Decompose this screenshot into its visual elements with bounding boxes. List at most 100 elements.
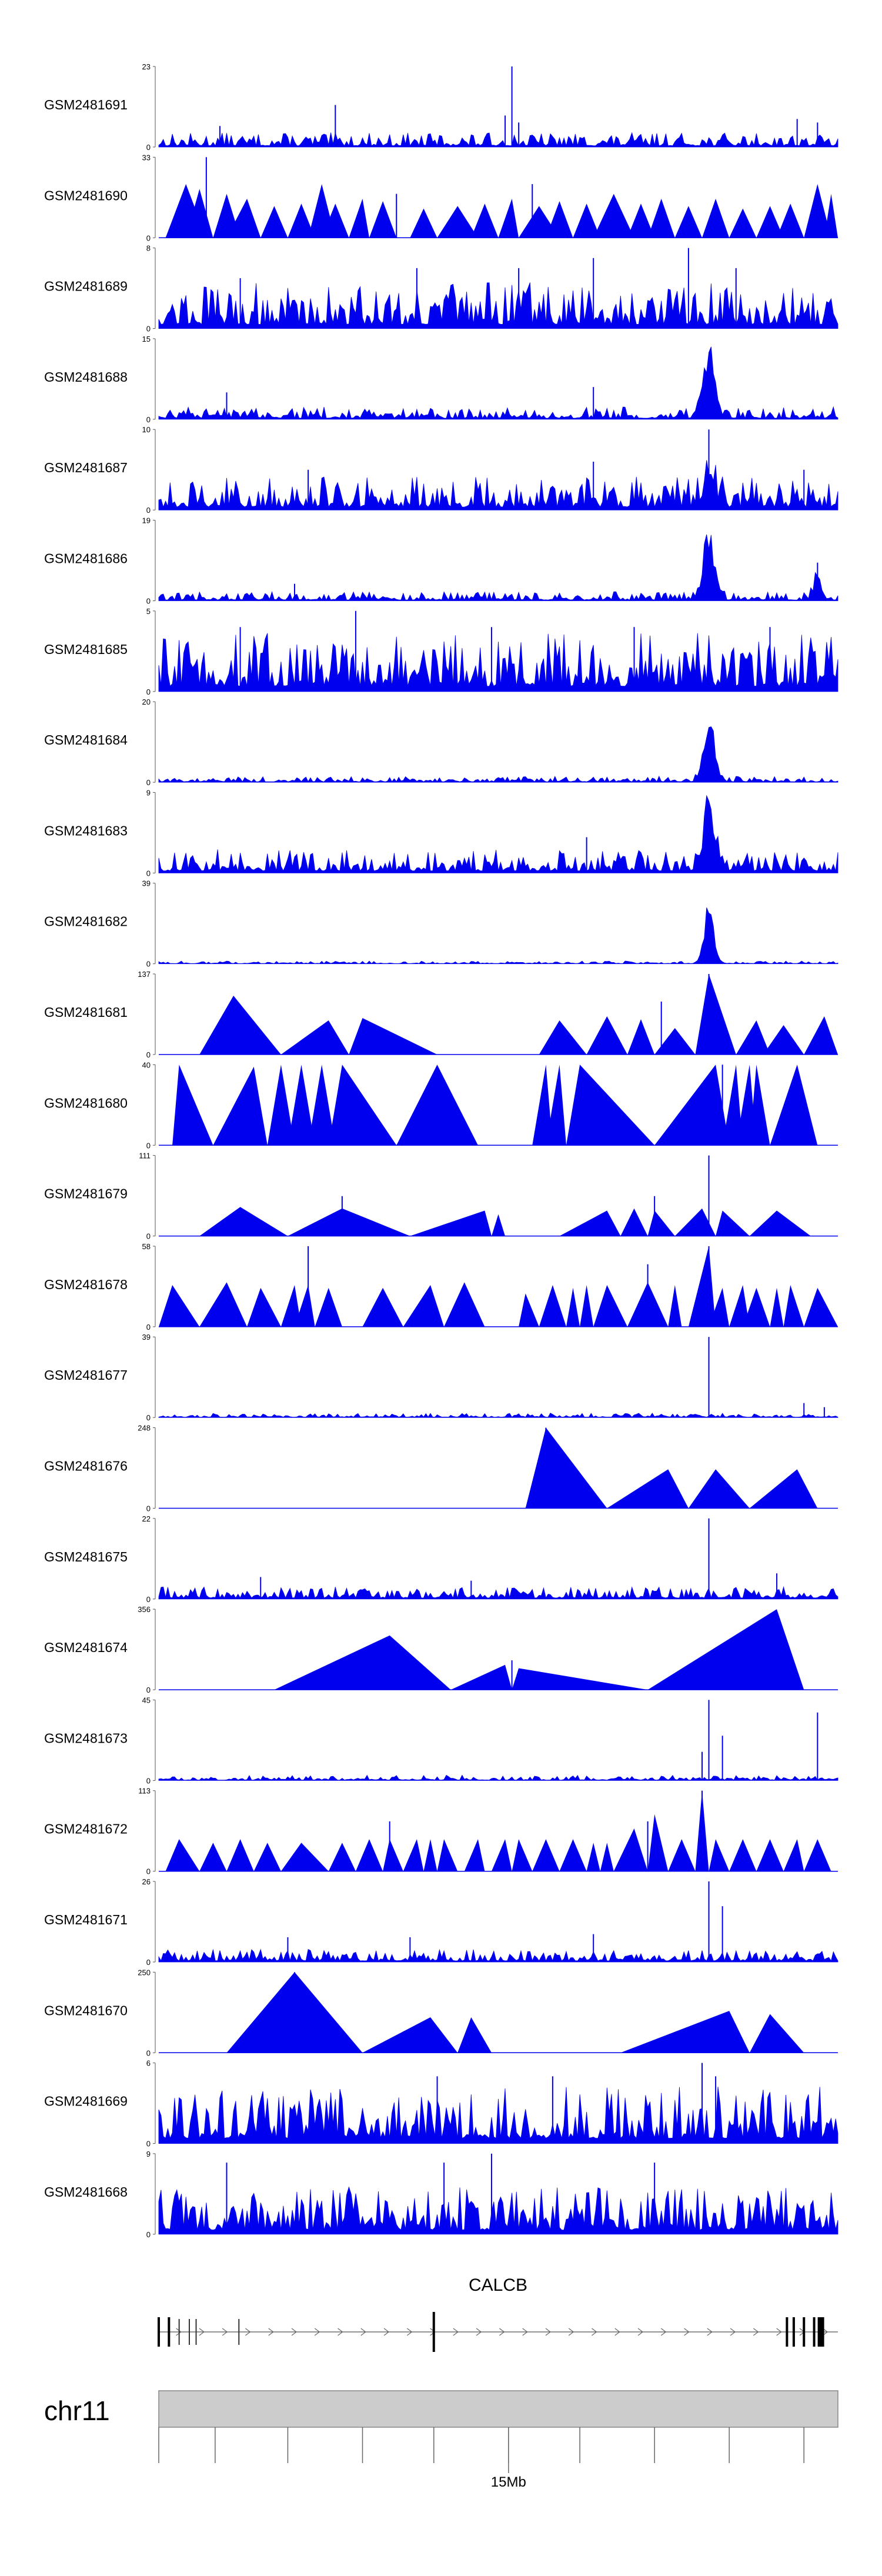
- strand-arrow: [383, 2328, 390, 2336]
- signal-peak: [722, 1065, 743, 1146]
- signal-peak: [226, 198, 261, 238]
- signal-peak: [613, 1828, 648, 1871]
- gene-exon: [786, 2317, 789, 2347]
- track-label: GSM2481681: [44, 1005, 128, 1020]
- y-zero-label: 0: [146, 1595, 151, 1604]
- strand-arrow: [568, 2328, 574, 2336]
- strand-arrow: [614, 2328, 620, 2336]
- track-label: GSM2481669: [44, 2094, 128, 2109]
- track-label: GSM2481670: [44, 2003, 128, 2018]
- track-gsm2481685: GSM2481685 5 0: [44, 607, 838, 696]
- signal-tracks: GSM2481691230GSM2481690330GSM248168980GS…: [44, 62, 838, 2239]
- track-gsm2481673: GSM2481673 45 0: [44, 1696, 838, 1785]
- track-label: GSM2481682: [44, 914, 128, 929]
- y-max-label: 40: [142, 1060, 151, 1069]
- y-max-label: 6: [146, 2059, 151, 2068]
- track-label: GSM2481668: [44, 2184, 128, 2200]
- signal-area: [158, 534, 838, 601]
- track-label: GSM2481680: [44, 1095, 128, 1110]
- strand-arrow: [753, 2328, 759, 2336]
- strand-arrow: [684, 2328, 690, 2336]
- signal-peak: [770, 1065, 818, 1146]
- signal-peak: [546, 201, 573, 238]
- y-zero-label: 0: [146, 233, 151, 242]
- signal-area: [158, 460, 838, 510]
- signal-peak: [729, 1285, 750, 1327]
- strand-arrow: [176, 2328, 182, 2336]
- gene-exon: [168, 2317, 171, 2347]
- signal-peak: [620, 2011, 750, 2053]
- signal-peak: [573, 203, 600, 238]
- signal-area: [158, 795, 838, 873]
- signal-peak: [736, 1020, 770, 1055]
- track-label: GSM2481671: [44, 1912, 128, 1927]
- track-gsm2481671: GSM2481671 26 0: [44, 1877, 838, 1967]
- signal-peak: [328, 1065, 397, 1146]
- signal-area: [158, 1774, 838, 1781]
- signal-peak: [492, 1839, 512, 1871]
- track-label: GSM2481679: [44, 1186, 128, 1202]
- signal-peak: [559, 1210, 621, 1236]
- y-zero-label: 0: [146, 1050, 151, 1059]
- signal-peak: [749, 2014, 804, 2053]
- gene-structure: [158, 2312, 838, 2352]
- signal-peak: [539, 1020, 587, 1055]
- signal-peak: [369, 201, 397, 238]
- gene-exon: [817, 2317, 824, 2347]
- signal-peak: [546, 1065, 566, 1146]
- y-zero-label: 0: [146, 325, 151, 333]
- signal-peak: [729, 208, 757, 238]
- signal-peak: [274, 1635, 451, 1690]
- signal-area: [158, 2087, 838, 2144]
- chromosome-ticks: [158, 2427, 804, 2473]
- signal-peak: [260, 206, 288, 238]
- y-max-label: 23: [142, 62, 151, 71]
- signal-peak: [512, 1839, 533, 1871]
- signal-peak: [362, 2017, 458, 2053]
- y-max-label: 39: [142, 1333, 151, 1342]
- signal-peak: [688, 1469, 750, 1509]
- track-label: GSM2481675: [44, 1549, 128, 1564]
- signal-peak: [804, 1287, 838, 1327]
- chromosome-ideogram: chr11 15Mb: [44, 2390, 838, 2490]
- strand-arrow: [406, 2328, 413, 2336]
- strand-arrow: [314, 2328, 320, 2336]
- signal-peak: [559, 1839, 587, 1871]
- signal-peak: [654, 1065, 730, 1146]
- track-gsm2481684: GSM2481684 20 0: [44, 698, 838, 787]
- signal-peak: [308, 1065, 336, 1146]
- signal-peak: [729, 1839, 757, 1871]
- signal-peak: [749, 1210, 811, 1236]
- y-zero-label: 0: [146, 415, 151, 424]
- signal-peak: [566, 1287, 580, 1327]
- gene-exon: [432, 2312, 435, 2352]
- strand-arrow: [245, 2328, 251, 2336]
- signal-peak: [492, 1214, 505, 1236]
- y-zero-label: 0: [146, 597, 151, 606]
- signal-peak: [566, 1065, 655, 1146]
- gene-name-label: CALCB: [469, 2275, 527, 2295]
- signal-peak: [709, 1839, 730, 1871]
- signal-peak: [709, 1287, 730, 1327]
- y-zero-label: 0: [146, 1504, 151, 1513]
- y-max-label: 356: [138, 1605, 151, 1614]
- signal-peak: [464, 1839, 485, 1871]
- signal-peak: [159, 1285, 200, 1327]
- strand-arrow: [499, 2328, 505, 2336]
- signal-peak: [512, 1668, 648, 1690]
- y-max-label: 26: [142, 1877, 151, 1886]
- signal-peak: [770, 1287, 784, 1327]
- signal-peak: [674, 206, 702, 238]
- strand-arrow: [776, 2328, 782, 2336]
- track-gsm2481677: GSM2481677 39 0: [44, 1333, 838, 1422]
- strand-arrow: [545, 2328, 551, 2336]
- signal-peak: [315, 1287, 342, 1327]
- track-label: GSM2481687: [44, 460, 128, 475]
- signal-peak: [165, 1839, 200, 1871]
- strand-arrow: [291, 2328, 297, 2336]
- signal-peak: [756, 1839, 784, 1871]
- track-gsm2481678: GSM2481678 58 0: [44, 1242, 838, 1332]
- y-max-label: 9: [146, 2150, 151, 2158]
- track-label: GSM2481674: [44, 1640, 128, 1655]
- signal-peak: [226, 1839, 254, 1871]
